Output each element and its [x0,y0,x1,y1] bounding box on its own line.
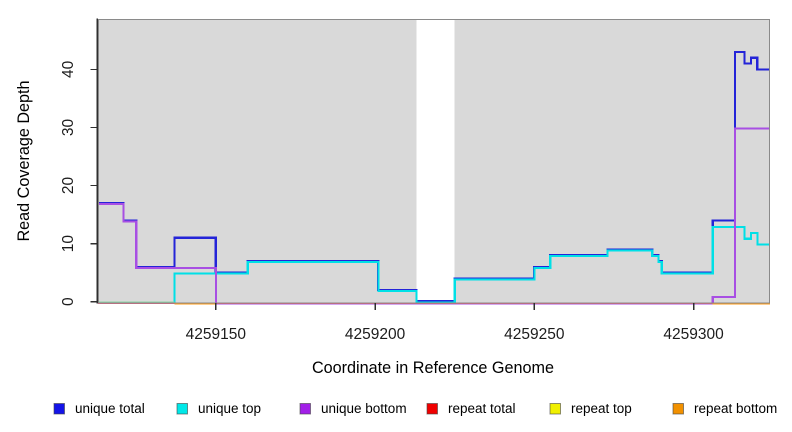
legend-item-unique-total: unique total [53,401,145,416]
coverage-gap-layer [416,20,455,303]
coverage-gap-region [416,20,455,303]
series-line-unique-bottom [98,127,770,305]
y-tick-label: 20 [60,177,77,195]
legend-swatch-repeat-top [549,403,561,415]
axes-layer: 4259150 4259200 4259250 4259300 0 10 20 30 40 [60,60,724,343]
legend-swatch-unique-top [176,403,188,415]
series-line-unique-top [98,226,770,304]
x-tick-label: 4259300 [663,326,724,343]
legend-swatch-repeat-bottom [672,403,684,415]
x-axis-title: Coordinate in Reference Genome [312,359,554,377]
y-axis-title: Read Coverage Depth [15,80,33,241]
legend: unique total unique top unique bottom re… [53,401,777,416]
legend-label-unique-bottom: unique bottom [321,401,407,416]
y-tick-label: 10 [60,235,77,253]
legend-label-repeat-total: repeat total [448,401,516,416]
y-tick-label: 0 [60,297,77,306]
panel-border [97,18,771,304]
legend-label-unique-total: unique total [75,401,145,416]
legend-swatch-unique-total [53,403,65,415]
y-tick-label: 30 [60,119,77,137]
legend-label-unique-top: unique top [198,401,261,416]
legend-label-repeat-bottom: repeat bottom [694,401,777,416]
legend-item-repeat-top: repeat top [549,401,632,416]
legend-item-repeat-bottom: repeat bottom [672,401,777,416]
legend-item-repeat-total: repeat total [426,401,516,416]
x-tick-label: 4259250 [504,326,565,343]
x-tick-label: 4259150 [186,326,247,343]
x-tick-label: 4259200 [345,326,406,343]
legend-swatch-unique-bottom [299,403,311,415]
y-tick-label: 40 [60,60,77,78]
legend-label-repeat-top: repeat top [571,401,632,416]
legend-item-unique-top: unique top [176,401,261,416]
legend-swatch-repeat-total [426,403,438,415]
legend-item-unique-bottom: unique bottom [299,401,407,416]
